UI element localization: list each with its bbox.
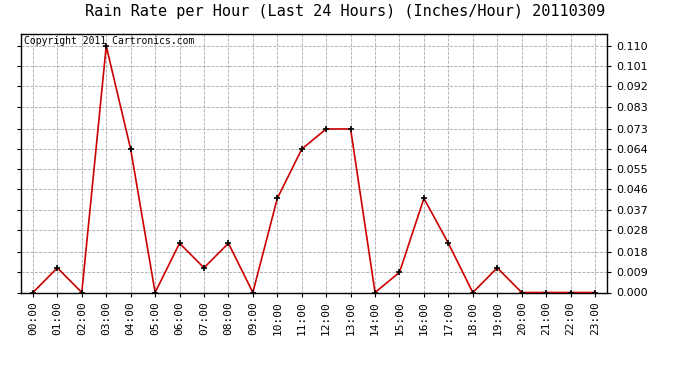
Text: Rain Rate per Hour (Last 24 Hours) (Inches/Hour) 20110309: Rain Rate per Hour (Last 24 Hours) (Inch… xyxy=(85,4,605,19)
Text: Copyright 2011 Cartronics.com: Copyright 2011 Cartronics.com xyxy=(23,36,194,46)
